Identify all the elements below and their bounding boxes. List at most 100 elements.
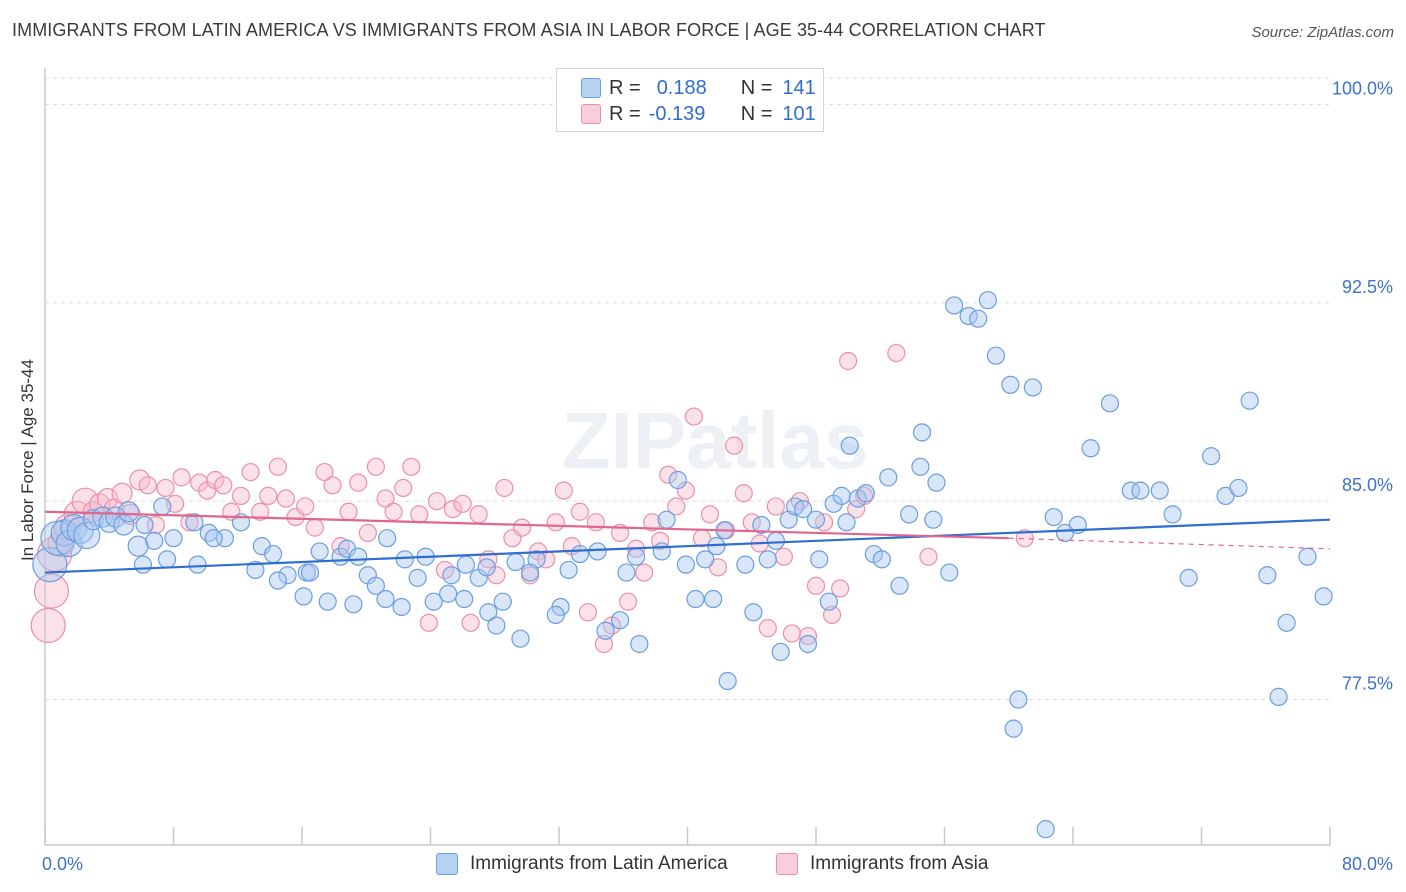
asia-point [758,619,777,638]
asia-point [419,613,438,632]
legend-r-label: R = [609,102,641,125]
latin-america-point [310,542,329,561]
latin-america-point [439,584,458,603]
latin-america-point [204,529,223,548]
latin-america-point [1001,375,1020,394]
latin-america-point [810,550,829,569]
asia-point [919,547,938,566]
asia-point [111,482,133,504]
latin-america-point [1150,481,1169,500]
latin-america-point [164,529,183,548]
latin-america-point [349,547,368,566]
legend-n-value: 101 [782,102,816,125]
asia-point [156,478,175,498]
asia-point [578,603,598,622]
legend-n-label: N = [740,102,773,125]
latin-america-point [832,486,851,505]
asia-point [586,513,606,532]
latin-america-point [744,603,763,622]
correlation-legend: R = 0.188 N = 141 R = -0.139 N = 101 [556,68,824,132]
x-tick-label: 80.0% [1342,854,1393,874]
y-tick-label: 100.0% [1332,78,1393,98]
asia-point [618,592,638,611]
legend-r-label: R = [609,76,641,99]
asia-point [724,436,744,455]
latin-america-point [912,423,932,442]
latin-america-point [1298,547,1317,566]
latin-america-point [924,510,943,529]
latin-america-point [1081,439,1100,458]
latin-america-point [1202,447,1221,466]
latin-america-point [442,566,461,585]
latin-america-point [840,436,859,455]
latin-america-point [1100,394,1120,413]
legend-swatch-blue [581,78,601,98]
latin-america-point [570,544,589,564]
latin-america-point [157,550,177,569]
latin-america-point [1163,505,1182,524]
latin-america-point [1023,378,1042,397]
latin-america-point [153,497,172,516]
latin-america-point [487,616,506,635]
latin-america-point [145,531,164,550]
asia-point [410,505,429,524]
latin-america-point [135,515,154,535]
bottom-legend-swatch-blue [436,853,458,875]
asia-point [276,489,296,508]
latin-america-point [188,555,207,574]
asia-point [427,492,447,511]
latin-america-point [610,611,630,630]
asia-point [546,513,565,532]
y-tick-label: 77.5% [1342,674,1393,694]
latin-america-point [1179,568,1198,587]
latin-america-point [424,592,443,611]
asia-point [643,513,662,532]
latin-america-point [300,563,320,582]
latin-america-point [455,589,474,609]
asia-point [684,407,704,426]
latin-america-point [520,563,540,582]
asia-point [461,613,480,632]
latin-america-point [652,542,671,561]
latin-america-point [117,501,140,523]
asia-point [635,563,654,582]
latin-america-point [736,555,755,574]
asia-point [349,473,368,492]
latin-america-point [1009,690,1028,709]
asia-point [376,489,395,508]
asia-point [806,576,826,595]
latin-america-point [617,563,636,582]
asia-point [594,634,614,654]
latin-america-point [479,603,498,622]
latin-america-point [900,505,919,524]
bottom-legend-asia: Immigrants from Asia [776,852,988,876]
asia-point [667,497,686,516]
asia-point [30,607,66,644]
latin-america-point [318,592,337,611]
asia-point [766,497,785,516]
asia-point [659,465,678,484]
latin-america-point [978,291,997,310]
asia-point [172,468,191,487]
asia-point [180,513,199,532]
latin-america-point [686,589,705,609]
latin-america-point [1131,481,1150,500]
latin-america-point [127,535,149,557]
latin-america-point [1277,613,1296,632]
latin-america-point [718,671,737,691]
latin-america-point [246,560,265,580]
source-label: Source: ZipAtlas.com [1251,24,1394,41]
y-tick-label: 85.0% [1342,475,1393,495]
latin-america-point [766,531,785,550]
latin-america-point [199,523,218,543]
latin-america-point [1269,687,1288,706]
latin-america-point [1004,719,1023,738]
bottom-legend-latin-america: Immigrants from Latin America [436,852,728,876]
latin-america-point [559,560,578,580]
latin-america-point [344,595,363,614]
asia-point [554,481,573,500]
asia-point [251,502,270,521]
latin-america-point [798,634,818,654]
latin-america-point [806,510,826,529]
latin-america-point [668,470,687,490]
